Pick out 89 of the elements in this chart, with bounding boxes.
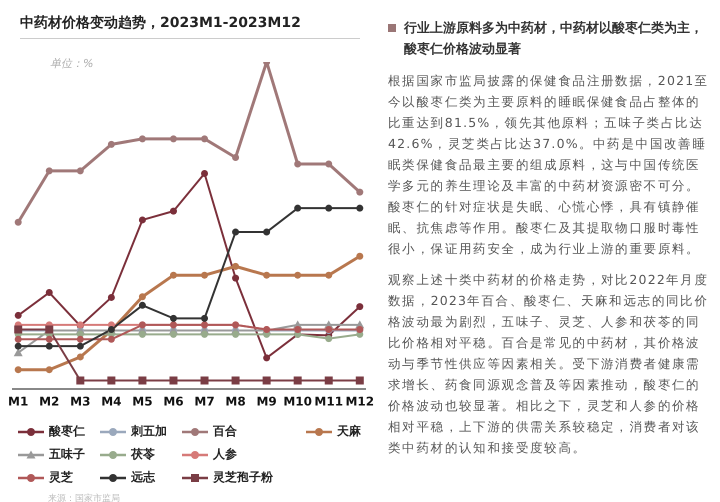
point bbox=[46, 167, 53, 174]
x-tick-label: M2 bbox=[39, 394, 60, 409]
point bbox=[46, 366, 53, 374]
point bbox=[138, 376, 146, 384]
point bbox=[262, 376, 271, 384]
point bbox=[14, 342, 22, 350]
point bbox=[232, 376, 240, 384]
legend-label: 远志 bbox=[131, 469, 155, 486]
x-tick-label: M4 bbox=[101, 394, 122, 409]
point bbox=[170, 314, 177, 322]
point bbox=[232, 330, 240, 338]
point bbox=[170, 330, 177, 338]
point bbox=[138, 216, 146, 224]
point bbox=[325, 204, 332, 212]
point bbox=[108, 140, 115, 148]
point bbox=[325, 272, 332, 279]
point bbox=[138, 302, 146, 309]
x-tick-label: M12 bbox=[345, 394, 374, 409]
point bbox=[169, 376, 178, 384]
legend-label: 酸枣仁 bbox=[49, 423, 85, 440]
x-tick-label: M6 bbox=[163, 394, 184, 409]
legend-label: 刺五加 bbox=[131, 423, 167, 440]
point bbox=[356, 188, 364, 196]
text: 行业上游原料多为中药材，中药材以酸枣仁类为主，酸枣仁价格波动显著 bbox=[404, 20, 704, 59]
point bbox=[76, 342, 84, 350]
point bbox=[356, 376, 364, 384]
point bbox=[356, 252, 364, 260]
source-note: 来源：国家市监局 bbox=[48, 494, 120, 502]
text: 观察上述十类中药材的价格走势，对比2022年月度数据，2023年百合、酸枣仁、天麻和远志的同比价格波动最为剧烈，五味子、灵芝、人参和茯苓的同比价格相对平稳。百合是常见的中药材，其价格波动与季节性供应等因素相关。受下游消费者健康需求增长、药食同源观念普及等因素推动，酸枣仁的价格波动也较显著。相比之下，灵芝和人参的价格相对平稳，上下游的供需关系较稳定，消费者对该类中药材的认知和接受度较高。 bbox=[388, 272, 709, 455]
text: 根据国家市监局披露的保健食品注册数据，2021至今以酸枣仁类为主要原料的睡眠保健食品占整体的比重达到81.5%，领先其他原料；五味子类占比达42.6%，灵芝类占比达37.0%。中药是中国改善睡眠类保健食品最主要的组成原料，这与中国传统医学多元的养生理论及丰富的中药材资源密不可分。酸枣仁的针对症状是失眠、心慌心悸，具有镇静催眠、抗焦虑等作用。酸枣仁及其提取物口服时毒性很小，保证用药安全，成为行业上游的重要原料。 bbox=[388, 73, 709, 256]
point bbox=[294, 160, 302, 168]
point bbox=[107, 376, 116, 384]
point bbox=[232, 154, 240, 161]
point bbox=[46, 289, 53, 296]
point bbox=[170, 135, 177, 142]
x-tick-label: M9 bbox=[256, 394, 277, 409]
x-tick-label: M1 bbox=[8, 394, 28, 409]
point bbox=[201, 330, 208, 338]
point bbox=[325, 335, 332, 342]
point bbox=[170, 272, 177, 279]
legend-label: 人参 bbox=[213, 446, 237, 463]
point bbox=[14, 366, 22, 374]
point bbox=[76, 167, 84, 174]
point bbox=[294, 204, 302, 212]
legend-label: 灵芝孢子粉 bbox=[213, 469, 273, 486]
legend-label: 百合 bbox=[213, 423, 237, 440]
point bbox=[294, 272, 302, 279]
point bbox=[76, 336, 84, 343]
point bbox=[201, 272, 208, 279]
point bbox=[324, 376, 333, 384]
point bbox=[170, 208, 177, 215]
point bbox=[138, 330, 146, 338]
x-tick-label: M11 bbox=[314, 394, 344, 409]
point bbox=[201, 135, 208, 142]
point bbox=[200, 376, 209, 384]
point bbox=[263, 228, 270, 236]
legend-label: 茯苓 bbox=[131, 446, 155, 463]
point bbox=[232, 228, 240, 236]
point bbox=[14, 218, 22, 226]
point bbox=[201, 170, 208, 178]
legend-label: 灵芝 bbox=[49, 469, 73, 486]
chart-title: 中药材价格变动趋势，2023M1-2023M12 bbox=[20, 14, 360, 39]
x-tick-label: M7 bbox=[194, 394, 215, 409]
point bbox=[76, 353, 84, 360]
point bbox=[294, 376, 302, 384]
x-tick-label: M3 bbox=[70, 394, 90, 409]
legend-label: 天麻 bbox=[337, 423, 361, 440]
point bbox=[356, 204, 364, 212]
point bbox=[46, 336, 53, 343]
point bbox=[108, 294, 115, 301]
point bbox=[14, 336, 22, 343]
x-tick-label: M8 bbox=[225, 394, 246, 409]
point bbox=[46, 342, 53, 350]
point bbox=[108, 336, 115, 343]
point bbox=[325, 160, 332, 168]
point bbox=[232, 274, 240, 282]
point bbox=[201, 314, 208, 322]
x-tick-label: M10 bbox=[283, 394, 312, 409]
legend-label: 五味子 bbox=[49, 446, 85, 463]
y-axis-title: 单位：% bbox=[50, 56, 94, 71]
point bbox=[356, 303, 364, 310]
point bbox=[138, 135, 146, 142]
point bbox=[138, 293, 146, 300]
point bbox=[232, 262, 240, 270]
point bbox=[76, 376, 84, 384]
x-tick-label: M5 bbox=[132, 394, 153, 409]
point bbox=[263, 354, 270, 362]
point bbox=[263, 272, 270, 279]
point bbox=[14, 312, 22, 319]
